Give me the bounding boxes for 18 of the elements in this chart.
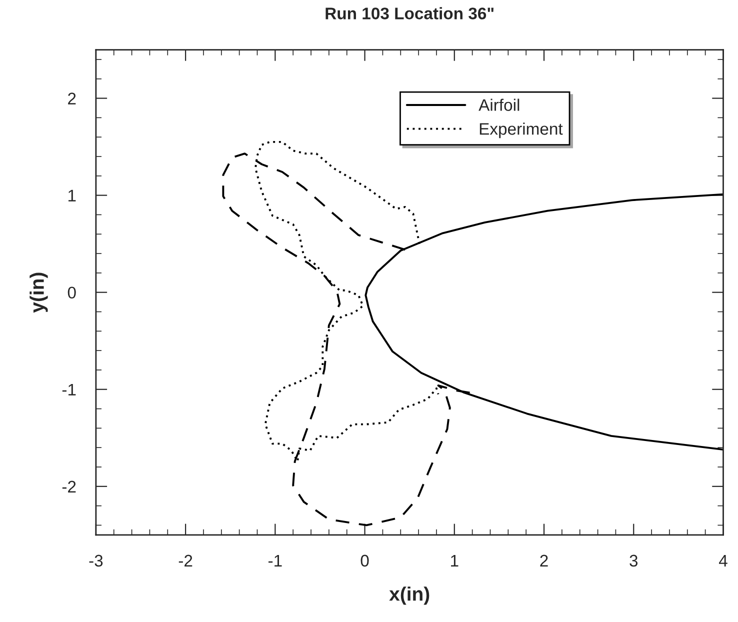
x-tick-label: 2 <box>540 554 548 566</box>
y-tick-label: 1 <box>68 190 76 202</box>
y-tick-label: 2 <box>68 92 76 104</box>
x-tick-label: -3 <box>89 554 103 567</box>
x-tick-label: 1 <box>451 554 458 566</box>
x-tick-label: 0 <box>360 554 369 567</box>
y-axis-title: y(in) <box>30 272 48 313</box>
x-tick-label: 3 <box>630 554 638 567</box>
legend-label: Experiment <box>480 122 563 138</box>
legend-label: Airfoil <box>478 98 520 111</box>
x-tick-label: -1 <box>268 554 282 566</box>
x-tick-label: 4 <box>718 554 728 566</box>
y-tick-label: 0 <box>68 286 76 299</box>
y-tick-label: -2 <box>62 480 76 492</box>
x-axis-title: x(in) <box>389 586 430 605</box>
chart-title: Run 103 Location 36" <box>326 7 494 20</box>
y-tick-label: -1 <box>62 384 76 396</box>
x-tick-label: -2 <box>178 554 192 566</box>
